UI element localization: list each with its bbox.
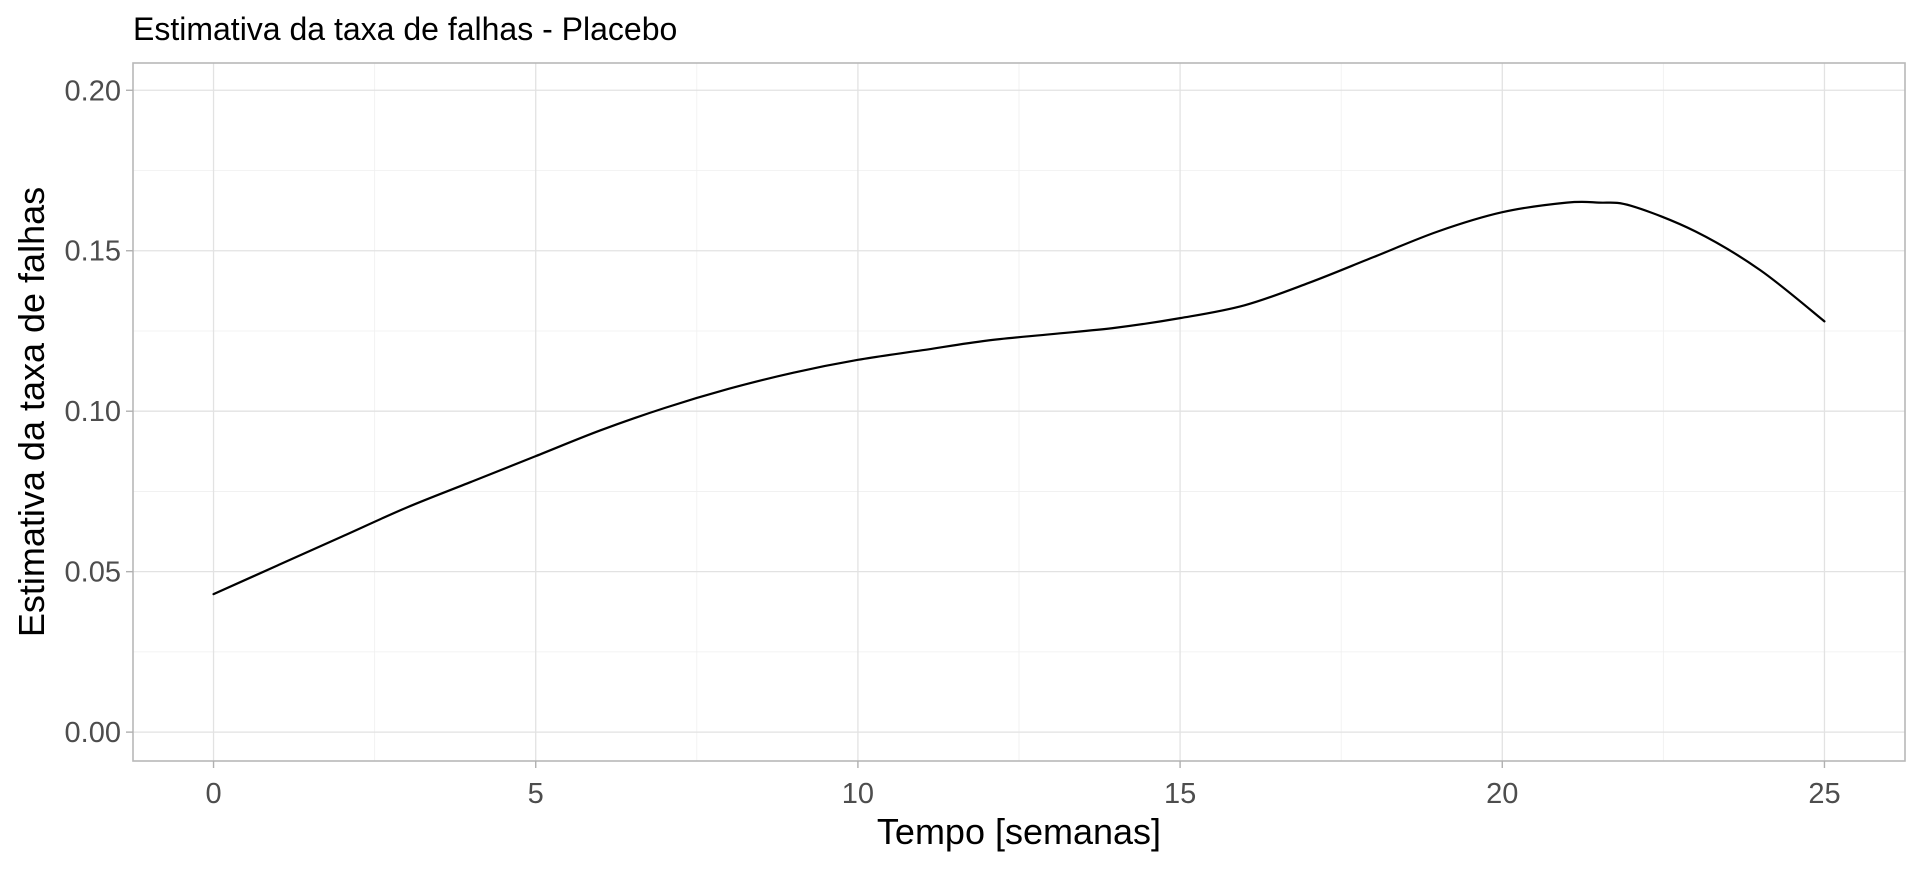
x-tick-label: 15 (1164, 778, 1196, 810)
x-tick-label: 25 (1808, 778, 1840, 810)
y-tick-label: 0.10 (65, 396, 121, 428)
axis-tick-labels: 0 5 10 15 20 25 0.00 0.05 0.10 0.15 0.20 (65, 75, 1841, 810)
x-axis-title: Tempo [semanas] (877, 811, 1161, 852)
y-tick-label: 0.15 (65, 236, 121, 268)
x-tick-label: 0 (205, 778, 221, 810)
series-line (212, 200, 1826, 596)
gridlines (133, 63, 1905, 761)
series-layer (212, 200, 1826, 596)
y-tick-label: 0.00 (65, 717, 121, 749)
chart-title: Estimativa da taxa de falhas - Placebo (133, 11, 677, 47)
axis-ticks (126, 89, 1826, 768)
plot-panel-border (132, 62, 1906, 762)
x-tick-label: 5 (528, 778, 544, 810)
x-tick-label: 10 (842, 778, 874, 810)
y-tick-label: 0.20 (65, 75, 121, 107)
y-tick-label: 0.05 (65, 557, 121, 589)
y-axis-title: Estimativa da taxa de falhas (11, 187, 52, 637)
x-tick-label: 20 (1486, 778, 1518, 810)
